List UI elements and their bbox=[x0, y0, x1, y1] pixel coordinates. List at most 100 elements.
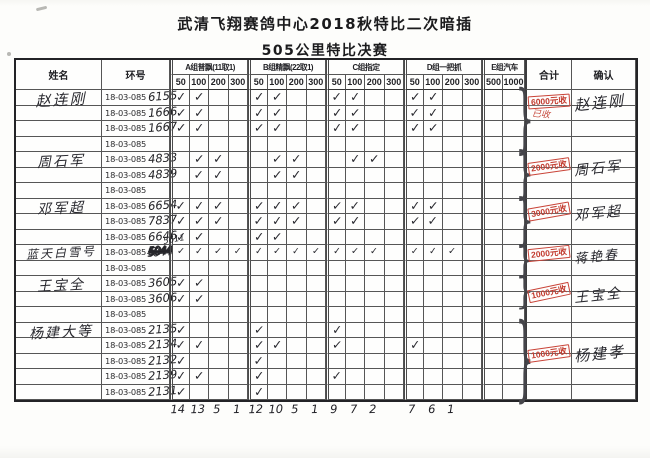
column-total: 12 bbox=[248, 401, 264, 417]
check-cell bbox=[209, 384, 229, 400]
checkmark: ✓ bbox=[409, 336, 421, 353]
check-cell bbox=[384, 136, 404, 152]
check-cell bbox=[365, 353, 385, 369]
check-cell bbox=[345, 260, 365, 276]
check-cell: ✓ bbox=[267, 228, 287, 245]
checkmark: ✓ bbox=[271, 120, 283, 136]
check-cell bbox=[248, 183, 268, 199]
check-cell bbox=[267, 291, 287, 307]
checkmark: ✓ bbox=[350, 246, 360, 258]
group-header: B组精飘(22取1) bbox=[248, 60, 326, 75]
checkmark: ✓ bbox=[253, 197, 265, 213]
check-cell bbox=[384, 384, 404, 400]
ring-prefix: 18-03-085 bbox=[105, 138, 147, 149]
check-cell: ✓ bbox=[287, 197, 307, 214]
check-cell bbox=[287, 260, 307, 276]
check-cell bbox=[228, 105, 248, 121]
check-cell bbox=[228, 322, 248, 338]
check-cell bbox=[287, 353, 307, 369]
ring-cell: 18-03-085 6646 bbox=[102, 228, 178, 245]
column-totals-row: 14 13 5 1 12 10 5 1 9 7 2 7 6 1 bbox=[14, 401, 634, 419]
check-cell: ✓ bbox=[326, 197, 346, 214]
check-cell bbox=[209, 229, 229, 245]
check-cell bbox=[443, 307, 463, 323]
checkmark: ✓ bbox=[175, 197, 186, 213]
check-cell: ✓ bbox=[170, 228, 190, 245]
check-cell bbox=[462, 214, 482, 230]
ring-prefix: 18-03-085 bbox=[105, 371, 147, 382]
check-cell bbox=[443, 338, 463, 354]
check-cell: ✓ bbox=[326, 90, 346, 106]
check-cell bbox=[503, 291, 525, 307]
check-cell bbox=[462, 167, 482, 183]
check-cell bbox=[404, 136, 424, 152]
check-cell bbox=[404, 152, 424, 168]
ring-prefix: 18-03-085 bbox=[105, 247, 147, 258]
confirm-cell bbox=[572, 198, 636, 214]
checkmark: ✓ bbox=[213, 245, 223, 258]
check-cell bbox=[462, 291, 482, 307]
check-cell: ✓ bbox=[248, 245, 268, 261]
checkmark: ✓ bbox=[271, 150, 283, 167]
ring-cell: 18-03-085 5044 5611 bbox=[102, 233, 185, 261]
checkmark: ✓ bbox=[175, 104, 187, 121]
check-cell bbox=[443, 384, 463, 400]
check-cell bbox=[306, 121, 326, 137]
check-cell bbox=[287, 291, 307, 307]
checkmark: ✓ bbox=[193, 166, 204, 182]
checkmark: ✓ bbox=[311, 246, 320, 258]
column-total: 10 bbox=[267, 401, 283, 417]
check-cell: ✓ bbox=[404, 336, 424, 354]
checkmark: ✓ bbox=[332, 246, 341, 258]
check-cell bbox=[503, 229, 525, 245]
column-total: 7 bbox=[349, 401, 358, 417]
check-cell: ✓ bbox=[423, 89, 443, 106]
checkmark: ✓ bbox=[349, 150, 361, 167]
checkmark: ✓ bbox=[290, 197, 302, 214]
score-table: 姓名 环号 A组普飘(11取1) 50 100 200 300 B组精飘(22取1) 50 100… bbox=[14, 58, 638, 409]
check-cell bbox=[170, 136, 190, 152]
ring-cell: 18-03-085 3605 bbox=[102, 274, 178, 292]
check-cell: ✓ bbox=[189, 151, 209, 168]
check-cell bbox=[462, 121, 482, 137]
checkmark: ✓ bbox=[194, 246, 203, 258]
ring-cell: 18-03-085 1667 bbox=[102, 119, 178, 137]
page-title: 武清飞翔赛鸽中心2018秋特比二次暗插 bbox=[177, 15, 473, 33]
ring-cell: 18-03-085 7837 bbox=[102, 212, 178, 230]
check-cell: ✓ bbox=[248, 89, 268, 106]
check-cell: ✓ bbox=[287, 213, 307, 230]
check-cell: ✓ bbox=[170, 197, 190, 214]
check-cell: ✓ bbox=[170, 120, 190, 137]
ring-cell: 18-03-085 bbox=[102, 183, 170, 199]
check-cell bbox=[384, 229, 404, 245]
check-cell bbox=[462, 152, 482, 168]
check-cell bbox=[443, 136, 463, 152]
check-cell bbox=[228, 338, 248, 354]
check-cell: ✓ bbox=[404, 213, 424, 230]
check-cell bbox=[228, 167, 248, 183]
group-sub-header: 50 bbox=[170, 75, 190, 90]
check-cell bbox=[443, 322, 463, 338]
check-cell bbox=[482, 198, 503, 214]
check-cell bbox=[482, 353, 503, 369]
column-header-confirm: 确认 bbox=[572, 60, 636, 90]
check-cell: ✓ bbox=[423, 198, 443, 214]
check-cell bbox=[267, 260, 287, 276]
check-cell bbox=[503, 121, 525, 137]
check-cell bbox=[404, 167, 424, 183]
check-cell bbox=[423, 229, 443, 245]
check-cell: ✓ bbox=[404, 89, 424, 106]
check-cell: ✓ bbox=[345, 213, 365, 230]
check-cell bbox=[384, 90, 404, 106]
check-cell bbox=[503, 338, 525, 354]
check-cell bbox=[503, 136, 525, 152]
group-sub-header: 1000 bbox=[503, 75, 525, 90]
check-cell bbox=[228, 229, 248, 245]
check-cell bbox=[209, 136, 229, 152]
check-cell: ✓ bbox=[326, 120, 346, 137]
check-cell: ✓ bbox=[365, 245, 385, 261]
check-cell bbox=[267, 183, 287, 199]
check-cell bbox=[404, 307, 424, 323]
column-total: 13 bbox=[189, 401, 205, 417]
check-cell bbox=[462, 322, 482, 338]
